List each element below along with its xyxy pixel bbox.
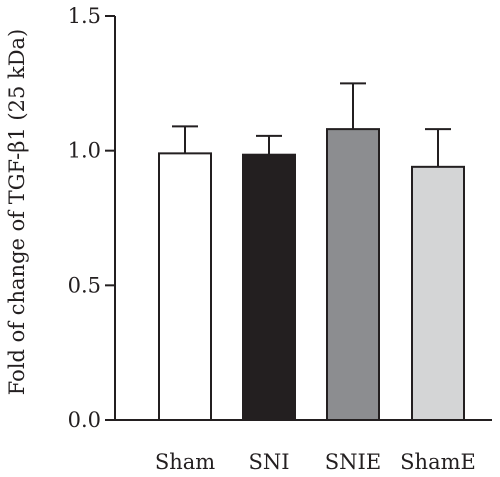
y-tick-label: 0.0 — [68, 408, 101, 432]
y-tick-label: 1.5 — [68, 4, 101, 28]
x-axis: Sham SNI SNIE ShamE — [115, 419, 492, 474]
y-tick-label: 0.5 — [68, 273, 101, 297]
x-tick-label: ShamE — [400, 450, 476, 474]
x-tick-label: SNI — [248, 450, 289, 474]
bar-snie — [326, 128, 380, 421]
bar-sham — [158, 152, 212, 422]
y-tick-label: 1.0 — [68, 139, 101, 163]
bar-shame — [411, 165, 465, 421]
x-tick-label: Sham — [155, 450, 215, 474]
y-axis: 0.0 0.5 1.0 1.5 — [68, 4, 116, 432]
y-axis-title: Fold of change of TGF-β1 (25 kDa) — [5, 29, 29, 396]
bars — [158, 82, 465, 422]
bar-sni — [242, 153, 296, 421]
x-tick-label: SNIE — [325, 450, 381, 474]
